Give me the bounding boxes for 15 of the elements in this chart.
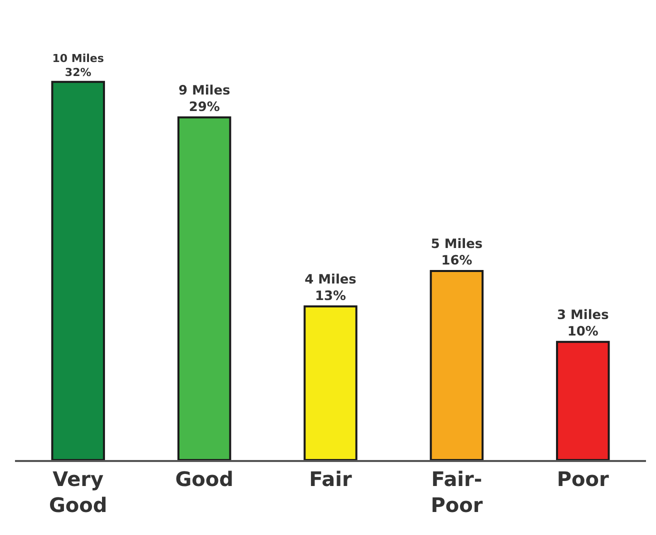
- data-label: 5 Miles 16%: [430, 236, 483, 269]
- bar: [430, 270, 484, 460]
- bar: [304, 305, 358, 460]
- x-tick-label: Fair-Poor: [430, 467, 483, 517]
- bar: [51, 80, 105, 460]
- data-label: 3 Miles 10%: [557, 308, 610, 340]
- x-tick-label: Good: [175, 467, 234, 491]
- data-label: 9 Miles 29%: [178, 83, 230, 116]
- bar: [177, 116, 232, 460]
- data-label: 10 Miles 32%: [52, 52, 104, 80]
- x-tick-label: Poor: [556, 467, 610, 491]
- bar: [556, 340, 610, 460]
- x-tick-label: Very Good: [48, 467, 108, 517]
- data-label: 4 Miles 13%: [304, 272, 357, 304]
- x-tick-label: Fair: [309, 467, 352, 491]
